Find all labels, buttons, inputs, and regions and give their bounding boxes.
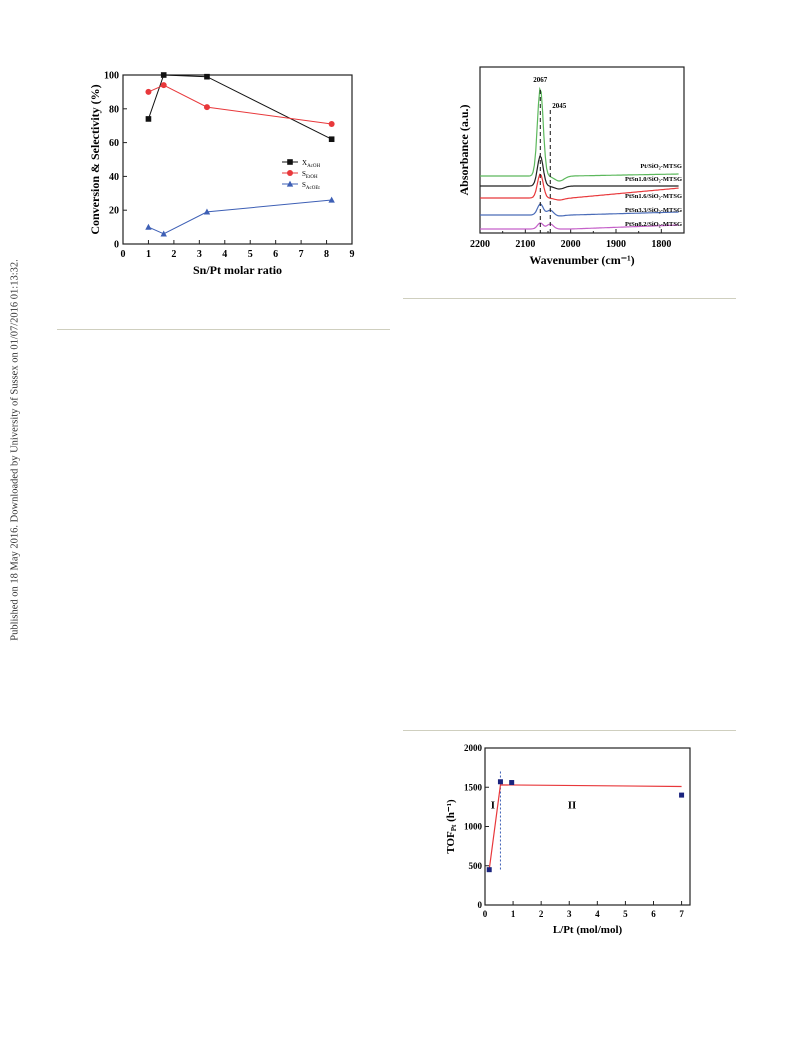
chart3-region-label: II xyxy=(568,799,577,811)
chart2-xtick-label: 2000 xyxy=(561,239,581,250)
chart3-ytick-label: 0 xyxy=(478,900,483,910)
chart3-ylabel: TOFPt (h⁻¹) xyxy=(445,799,458,854)
chart1-legend-label: SEtOH xyxy=(302,170,318,180)
chart1-point-EtOH xyxy=(160,82,167,89)
chart3-region-label: I xyxy=(491,799,495,811)
chart3-plot-frame xyxy=(484,747,691,906)
chart1-point-AcOEt xyxy=(145,223,152,230)
chart2-series-label: PtSn1.0/SiO₂-MTSG xyxy=(625,176,682,183)
sidebar-note: Published on 18 May 2016. Downloaded by … xyxy=(5,250,25,650)
divider-right-top xyxy=(403,298,736,299)
chart3-data-point xyxy=(679,792,685,798)
chart2-spectrum-curve xyxy=(480,86,679,182)
chart3-xlabel: L/Pt (mol/mol) xyxy=(553,924,623,936)
chart3-xtick-label: 0 xyxy=(483,909,488,919)
chart3-xtick-label: 7 xyxy=(679,909,684,919)
divider-right-bottom xyxy=(403,730,736,731)
chart1-legend-marker xyxy=(286,180,294,187)
chart2-xtick-label: 1900 xyxy=(606,239,626,250)
chart2-spectrum-curve xyxy=(480,155,679,190)
chart3-xtick-label: 5 xyxy=(623,909,628,919)
chart1-ytick-label: 20 xyxy=(109,206,119,217)
chart-absorbance-spectrum: 2200 2100 2000 1900 1800 Wavenumber (cm⁻¹) Abs… xyxy=(452,62,702,277)
chart3-xtick-label: 3 xyxy=(567,909,572,919)
chart1-legend-marker xyxy=(287,170,293,176)
chart2-plot-frame xyxy=(479,66,685,234)
chart2-peak-label: 2067 xyxy=(533,76,548,84)
chart1-plot-frame xyxy=(122,74,353,245)
chart1-xtick-label: 0 xyxy=(121,249,126,260)
chart2-xtick-label: 2200 xyxy=(470,239,490,250)
chart2-ylabel: Absorbance (a.u.) xyxy=(457,104,471,195)
chart3-ytick-label: 1500 xyxy=(464,782,483,792)
chart1-point-AcOH xyxy=(328,136,335,143)
chart1-legend-marker xyxy=(287,159,293,165)
chart1-ytick-label: 80 xyxy=(109,104,119,115)
chart3-ytick-label: 2000 xyxy=(464,743,483,753)
divider-left xyxy=(57,329,390,330)
chart1-series-AcOH-line xyxy=(147,74,332,140)
chart1-ytick-label: 40 xyxy=(109,172,119,183)
chart1-point-EtOH xyxy=(203,104,210,111)
chart1-xtick-label: 6 xyxy=(273,249,278,260)
chart1-ylabel: Conversion & Selectivity (%) xyxy=(88,84,102,234)
chart3-fit-line xyxy=(488,784,682,870)
chart1-series-EtOH-line xyxy=(148,84,332,125)
chart1-legend-label: SAcOEt xyxy=(302,181,320,191)
chart1-ytick-label: 100 xyxy=(104,71,119,82)
chart2-peak-label: 2045 xyxy=(552,102,567,110)
chart1-svg: 0 1 2 3 4 5 6 7 8 9 0 20 40 60 80 100 Sn/Pt molar ratio C… xyxy=(88,71,355,278)
chart3-data-point xyxy=(509,780,515,786)
chart1-ytick-label: 60 xyxy=(109,138,119,149)
chart1-point-AcOH xyxy=(145,116,152,122)
chart1-point-AcOEt xyxy=(160,230,167,237)
chart1-xtick-label: 3 xyxy=(197,249,202,260)
chart2-xtick-label: 1800 xyxy=(651,239,671,250)
chart3-data-point xyxy=(486,867,492,873)
chart1-xtick-label: 7 xyxy=(299,249,304,260)
chart1-xtick-label: 4 xyxy=(222,249,227,260)
chart2-series-label: Pt/SiO₂-MTSG xyxy=(640,163,682,170)
chart3-ytick-label: 1000 xyxy=(464,822,483,832)
chart1-point-EtOH xyxy=(328,121,335,128)
chart1-point-EtOH xyxy=(145,88,152,95)
chart-conversion-selectivity: 0 1 2 3 4 5 6 7 8 9 0 20 40 60 80 100 Sn/Pt molar ratio C… xyxy=(80,55,370,295)
chart3-xtick-label: 1 xyxy=(511,909,516,919)
chart1-point-AcOH xyxy=(204,73,210,80)
chart1-point-AcOH xyxy=(160,72,167,78)
chart1-ytick-label: 0 xyxy=(114,240,119,251)
chart3-data-point xyxy=(497,779,503,785)
chart3-xtick-label: 4 xyxy=(595,909,600,919)
chart1-point-AcOEt xyxy=(328,196,335,203)
chart1-xtick-label: 5 xyxy=(248,249,253,260)
chart3-ytick-label: 500 xyxy=(469,861,483,871)
chart1-xtick-label: 9 xyxy=(350,249,355,260)
chart3-svg: 0 1 2 3 4 5 6 7 0 500 1000 1500 2000 L/Pt (mol/mol) TO… xyxy=(445,743,691,936)
chart-tof: 0 1 2 3 4 5 6 7 0 500 1000 1500 2000 L/Pt (mol/mol) TO… xyxy=(440,740,700,940)
chart2-spectrum-curve xyxy=(480,173,679,201)
chart2-spectrum-curve xyxy=(480,222,679,230)
chart1-xlabel: Sn/Pt molar ratio xyxy=(193,263,282,277)
chart1-series-AcOEt-line xyxy=(148,199,332,235)
chart2-series-label: PtSn3.3/SiO₂-MTSG xyxy=(625,207,682,214)
chart2-xlabel: Wavenumber (cm⁻¹) xyxy=(529,253,634,267)
publication-note: Published on 18 May 2016. Downloaded by … xyxy=(9,259,21,641)
chart2-series-label: PtSn8.2/SiO₂-MTSG xyxy=(625,221,682,228)
chart1-xtick-label: 8 xyxy=(324,249,329,260)
chart1-xtick-label: 2 xyxy=(171,249,176,260)
chart2-svg: 2200 2100 2000 1900 1800 Wavenumber (cm⁻¹) Abs… xyxy=(457,66,685,267)
chart1-xtick-label: 1 xyxy=(146,249,151,260)
chart3-xtick-label: 2 xyxy=(539,909,544,919)
chart3-xtick-label: 6 xyxy=(651,909,656,919)
chart2-xtick-label: 2100 xyxy=(515,239,535,250)
chart2-spectrum-curve xyxy=(480,203,679,217)
chart1-legend-label: XAcOH xyxy=(302,159,321,169)
chart2-series-label: PtSn1.6/SiO₂-MTSG xyxy=(625,193,682,200)
chart1-point-AcOEt xyxy=(203,208,211,215)
